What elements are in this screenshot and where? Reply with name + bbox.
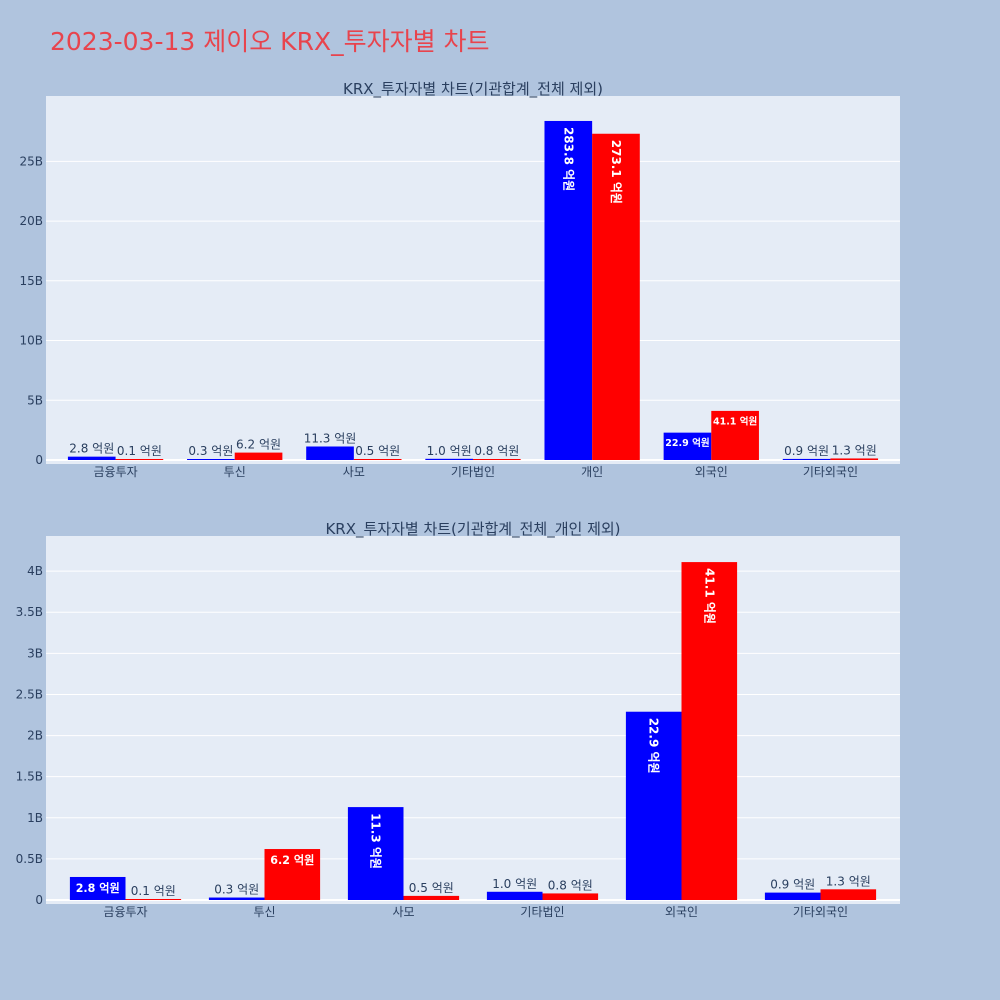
data-label: 0.1 억원 (131, 884, 176, 898)
data-label: 0.5 억원 (409, 881, 454, 895)
data-label: 1.0 억원 (427, 444, 472, 458)
chart-2: KRX_투자자별 차트(기관합계_전체_개인 제외) 0 0.5B 1B 1.5B 2B 2… (16, 520, 900, 919)
bar (592, 133, 640, 460)
x-tick-label: 투신 (253, 905, 275, 919)
chart-title: KRX_투자자별 차트(기관합계_전체 제외) (343, 80, 603, 99)
x-tick-label: 금융투자 (103, 905, 147, 919)
bar (125, 899, 182, 900)
y-tick-label: 1B (27, 811, 43, 825)
bar (425, 458, 473, 460)
bar (208, 897, 265, 900)
x-tick-label: 기타법인 (451, 465, 495, 479)
data-label: 0.5 억원 (355, 444, 400, 458)
data-label: 0.8 억원 (474, 444, 519, 458)
y-tick-label: 2B (27, 729, 43, 743)
bar (486, 891, 543, 900)
x-tick-label: 외국인 (665, 905, 698, 919)
data-label: 6.2 억원 (270, 853, 314, 867)
chart-title: KRX_투자자별 차트(기관합계_전체_개인 제외) (325, 520, 620, 539)
x-tick-label: 사모 (343, 465, 365, 479)
data-label: 283.8 억원 (561, 127, 575, 191)
data-label: 273.1 억원 (609, 140, 623, 204)
bar (711, 410, 759, 460)
y-tick-label: 10B (19, 334, 43, 348)
page-title: 2023-03-13 제이오 KRX_투자자별 차트 (50, 27, 490, 56)
data-label: 0.3 억원 (214, 883, 259, 897)
x-tick-label: 투신 (224, 465, 246, 479)
x-tick-label: 기타외국인 (793, 905, 848, 919)
bar (187, 459, 235, 460)
bar (544, 120, 593, 461)
y-tick-label: 0 (35, 453, 43, 467)
x-tick-label: 사모 (392, 905, 414, 919)
data-label: 0.9 억원 (770, 878, 815, 892)
y-tick-label: 0.5B (16, 852, 43, 866)
bar (115, 459, 164, 460)
y-tick-label: 2.5B (16, 687, 43, 701)
y-tick-label: 3.5B (16, 605, 43, 619)
data-label: 0.3 억원 (188, 444, 233, 458)
x-tick-label: 개인 (581, 465, 603, 479)
bar (542, 893, 599, 900)
y-tick-label: 1.5B (16, 770, 43, 784)
bar (663, 432, 712, 460)
data-label: 1.3 억원 (832, 443, 877, 457)
data-label: 6.2 억원 (236, 438, 281, 452)
bar (820, 889, 877, 900)
data-label: 2.8 억원 (69, 442, 114, 456)
bar (306, 446, 354, 460)
data-label: 11.3 억원 (369, 813, 383, 869)
bar (264, 849, 321, 900)
x-tick-label: 기타법인 (520, 905, 564, 919)
y-tick-label: 20B (19, 214, 43, 228)
chart-1: KRX_투자자별 차트(기관합계_전체 제외) 0 5B 10B 15B 20B 25B 금융… (19, 80, 900, 479)
data-label: 0.9 억원 (784, 444, 829, 458)
data-label: 0.8 억원 (548, 878, 593, 892)
bar (234, 452, 283, 460)
data-label: 1.0 억원 (492, 877, 537, 891)
x-tick-label: 외국인 (695, 465, 728, 479)
x-tick-label: 기타외국인 (803, 465, 858, 479)
bar (353, 459, 402, 460)
bar (347, 807, 404, 900)
data-label: 0.1 억원 (117, 444, 162, 458)
data-label: 41.1 억원 (702, 568, 716, 624)
bar (69, 876, 126, 900)
bar (67, 456, 116, 460)
y-tick-label: 15B (19, 274, 43, 288)
bar (764, 892, 821, 900)
y-tick-label: 25B (19, 154, 43, 168)
bar (403, 895, 460, 900)
data-label: 22.9 억원 (647, 718, 661, 774)
data-label: 22.9 억원 (665, 437, 709, 449)
data-label: 11.3 억원 (304, 432, 357, 446)
y-tick-label: 4B (27, 564, 43, 578)
plot-area (46, 536, 900, 904)
bar (782, 458, 831, 460)
bar (681, 562, 738, 900)
data-label: 41.1 억원 (713, 415, 757, 427)
y-tick-label: 5B (27, 393, 43, 407)
bar (830, 458, 879, 460)
bar (473, 459, 521, 460)
plot-area (46, 96, 900, 464)
bar (625, 711, 682, 900)
data-label: 1.3 억원 (826, 874, 871, 888)
y-tick-label: 0 (35, 893, 43, 907)
y-tick-label: 3B (27, 646, 43, 660)
x-tick-label: 금융투자 (93, 465, 137, 479)
data-label: 2.8 억원 (76, 881, 120, 895)
